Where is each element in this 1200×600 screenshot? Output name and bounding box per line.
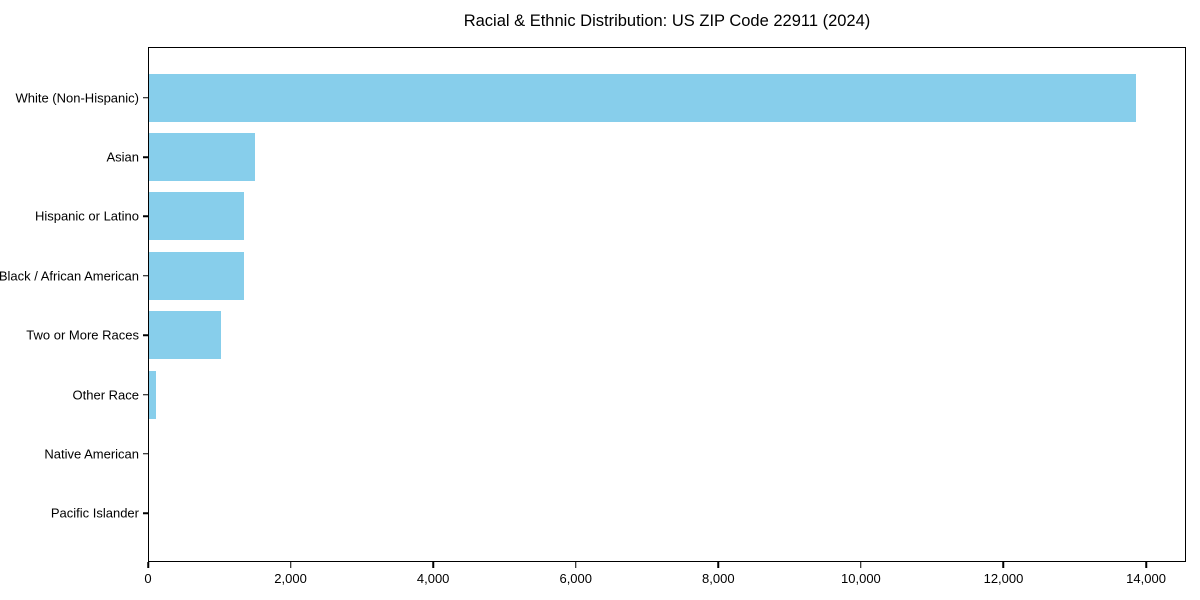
y-tick-mark: [143, 275, 149, 277]
y-tick-label: Asian: [106, 149, 139, 165]
x-axis: 0 2,000 4,000 6,000 8,000 10,000 12,000 14,000: [144, 562, 1186, 592]
y-tick-mark: [143, 393, 149, 396]
y-tick-mark: [143, 453, 149, 455]
x-tick-mark: [1145, 562, 1147, 568]
chart-row: White (Non-Hispanic): [15, 68, 1185, 127]
x-tick-label: 4,000: [416, 571, 450, 586]
bar-white-non-hispanic: [149, 73, 1136, 122]
chart-row: Black / African American: [0, 246, 1185, 305]
chart-row: Asian: [106, 127, 1185, 186]
bar-black-african-american: [149, 251, 245, 300]
chart-row: Other Race: [73, 365, 1185, 424]
y-tick-label: Other Race: [72, 387, 139, 403]
bar-two-or-more-races: [149, 311, 221, 360]
y-tick-mark: [143, 215, 149, 218]
y-tick-mark: [143, 512, 149, 515]
x-tick-label: 10,000: [841, 571, 881, 586]
chart-row: Native American: [44, 424, 1185, 483]
x-tick-label: 14,000: [1126, 571, 1166, 586]
y-tick-label: Black / African American: [0, 268, 139, 284]
x-tick-label: 0: [144, 571, 152, 586]
x-tick-label: 6,000: [559, 571, 593, 586]
x-tick-label: 2,000: [274, 571, 307, 586]
y-tick-label: Native American: [44, 446, 139, 462]
y-tick-mark: [143, 334, 149, 336]
x-tick-mark: [432, 562, 434, 568]
chart-row: Hispanic or Latino: [35, 187, 1185, 246]
y-tick-mark: [143, 96, 149, 99]
y-tick-mark: [143, 156, 149, 158]
y-tick-label: White (Non-Hispanic): [15, 90, 139, 106]
chart-row: Pacific Islander: [51, 484, 1185, 543]
x-tick-label: 8,000: [702, 571, 735, 586]
x-tick-mark: [574, 562, 577, 568]
chart-row: Two or More Races: [26, 306, 1185, 365]
x-tick-label: 12,000: [983, 571, 1024, 586]
x-tick-mark: [147, 562, 149, 568]
x-tick-mark: [717, 562, 720, 568]
y-tick-label: Two or More Races: [26, 327, 139, 343]
chart-title: Racial & Ethnic Distribution: US ZIP Cod…: [463, 12, 871, 30]
x-tick-mark: [1002, 562, 1005, 568]
y-tick-label: Pacific Islander: [50, 505, 139, 521]
bar-hispanic-or-latino: [149, 192, 244, 241]
y-tick-label: Hispanic or Latino: [34, 208, 139, 224]
x-tick-mark: [289, 562, 292, 568]
x-tick-mark: [860, 562, 862, 568]
bar-asian: [149, 133, 256, 182]
bar-other-race: [149, 370, 157, 419]
plot-area: White (Non-Hispanic) Asian Hispanic or Lat…: [0, 47, 1186, 562]
